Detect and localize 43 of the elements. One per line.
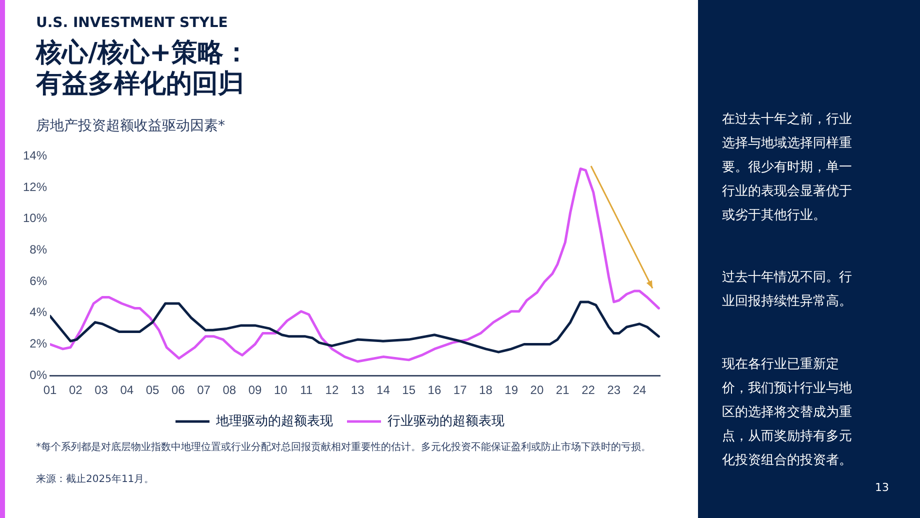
x-tick-label: 01 [43,383,58,398]
x-tick-label: 15 [402,383,416,398]
legend-label: 地理驱动的超额表现 [215,413,333,428]
x-tick-label: 04 [120,383,134,398]
x-tick-label: 17 [453,383,468,398]
x-tick-label: 19 [504,383,518,398]
x-tick-label: 05 [146,383,160,398]
y-tick-label: 4% [30,305,48,320]
x-tick-label: 09 [248,383,262,398]
y-tick-label: 6% [30,274,48,288]
x-tick-label: 22 [582,383,596,398]
x-tick-label: 24 [632,383,646,398]
x-tick-label: 07 [197,383,211,398]
x-tick-label: 10 [274,383,288,398]
y-tick-label: 2% [30,336,48,351]
legend-label: 行业驱动的超额表现 [388,413,504,428]
x-tick-label: 02 [68,383,83,398]
x-tick-label: 16 [428,383,442,398]
x-tick-label: 08 [222,383,236,398]
text: 现在各行业已重新定价，我们预计行业与地区的选择将交替成为重点，从而奖励持有多元化投资组合的投资者。 [722,356,853,470]
text: *每个系列都是对底层物业指数中地理位置或行业分配对总回报贡献相对重要性的估计。多元化投资不能保证盈利或防止市场下跌时的亏损。 [36,441,652,454]
y-tick-label: 14% [22,148,48,163]
chart-title: 核心/核心+策略：有益多样化的回归 [36,38,250,100]
text: U.S. INVESTMENT STYLE [36,15,228,31]
x-tick-label: 14 [376,383,390,398]
source-note: 来源：截止2025年11月。 [36,472,154,486]
x-tick-label: 20 [530,383,544,398]
text: 过去十年情况不同。行业回报持续性异常高。 [722,269,853,311]
text: 13 [875,481,889,494]
x-tick-label: 12 [325,383,339,398]
y-tick-label: 8% [30,242,48,257]
x-tick-label: 06 [171,383,186,398]
chart-subtitle: 房地产投资超额收益驱动因素* [36,117,225,135]
x-tick-label: 21 [556,383,570,398]
y-tick-label: 10% [22,211,48,226]
y-tick-label: 0% [30,368,48,382]
x-tick-label: 11 [300,383,313,398]
text: 在过去十年之前，行业选择与地域选择同样重要。很少有时期，单一行业的表现会显著优于或劣于其他行业。 [722,111,853,225]
x-tick-label: 03 [94,383,108,398]
x-tick-label: 23 [607,383,621,398]
x-tick-label: 18 [479,383,493,398]
y-tick-label: 12% [22,180,48,194]
x-tick-label: 13 [350,383,365,398]
